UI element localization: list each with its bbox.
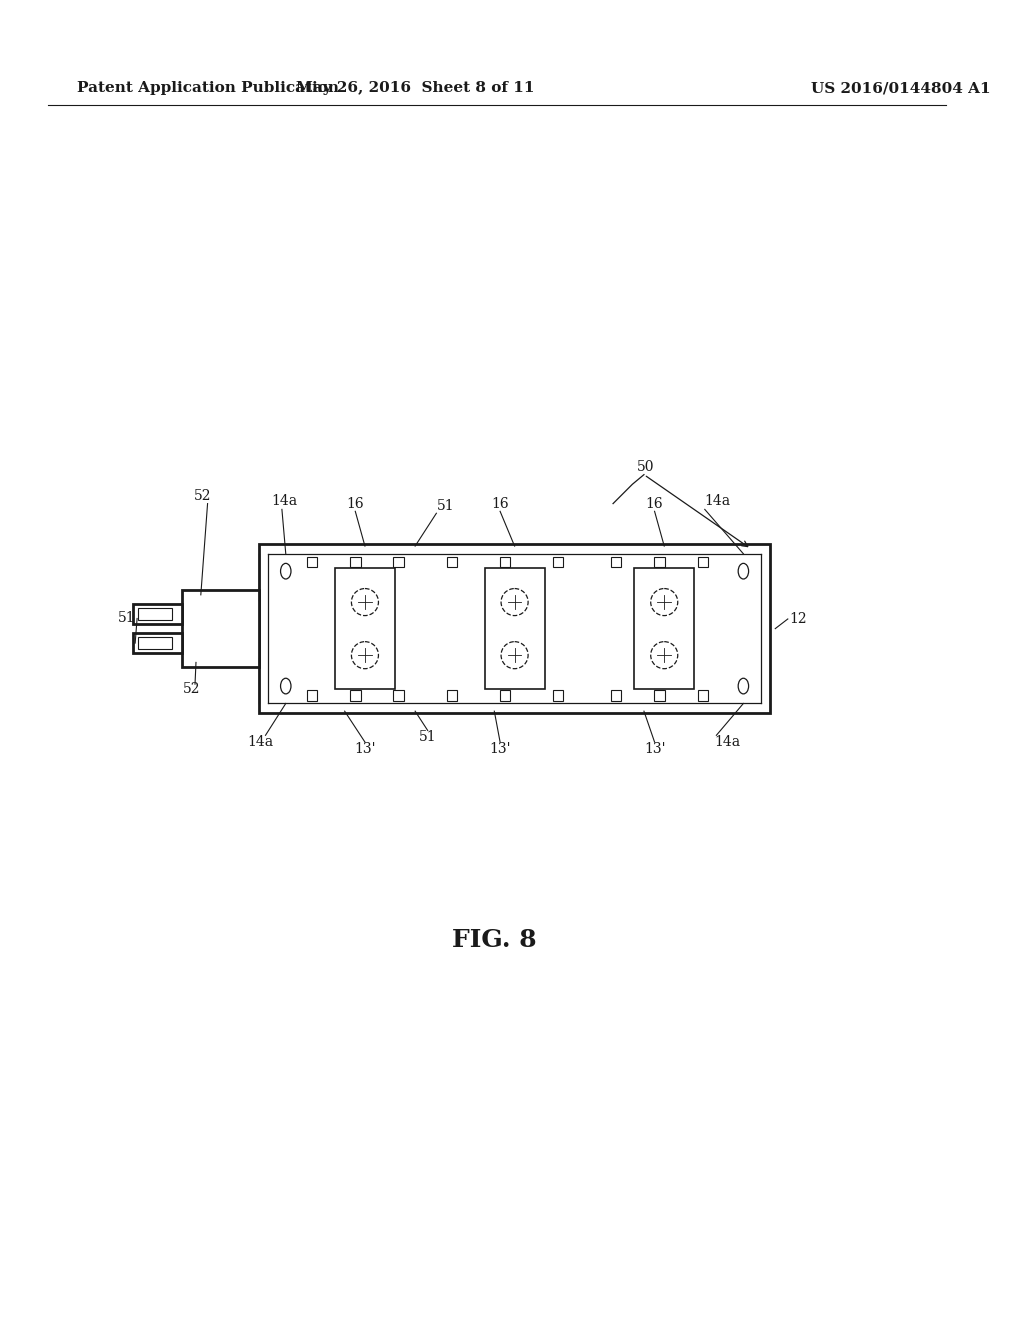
- Text: 52: 52: [182, 682, 200, 696]
- Text: May 26, 2016  Sheet 8 of 11: May 26, 2016 Sheet 8 of 11: [296, 82, 535, 95]
- Bar: [553, 557, 563, 568]
- Bar: [446, 557, 457, 568]
- Bar: [133, 634, 181, 653]
- Ellipse shape: [738, 678, 749, 694]
- Text: 16: 16: [646, 496, 664, 511]
- Text: 51: 51: [437, 499, 455, 512]
- Bar: [393, 690, 404, 701]
- Text: US 2016/0144804 A1: US 2016/0144804 A1: [811, 82, 990, 95]
- Bar: [335, 569, 395, 689]
- Ellipse shape: [281, 678, 291, 694]
- Bar: [610, 690, 622, 701]
- Bar: [500, 557, 510, 568]
- Text: 50: 50: [637, 459, 654, 474]
- Ellipse shape: [281, 564, 291, 579]
- Text: 14a: 14a: [715, 735, 740, 748]
- Bar: [181, 590, 259, 667]
- Text: Patent Application Publication: Patent Application Publication: [77, 82, 339, 95]
- Bar: [393, 557, 404, 568]
- Bar: [610, 557, 622, 568]
- Text: 14a: 14a: [705, 494, 731, 508]
- Bar: [138, 609, 172, 620]
- Bar: [133, 605, 181, 624]
- Text: 13': 13': [489, 742, 511, 756]
- Text: 51: 51: [118, 611, 135, 626]
- Text: 13': 13': [644, 742, 666, 756]
- Text: 16: 16: [492, 496, 509, 511]
- Text: 13': 13': [354, 742, 376, 756]
- Bar: [500, 690, 510, 701]
- Bar: [350, 557, 360, 568]
- Bar: [446, 690, 457, 701]
- Bar: [634, 569, 694, 689]
- Bar: [306, 690, 317, 701]
- Text: 51: 51: [419, 730, 436, 744]
- Text: 52: 52: [194, 488, 212, 503]
- Bar: [306, 557, 317, 568]
- Text: FIG. 8: FIG. 8: [452, 928, 537, 952]
- Text: 16: 16: [346, 496, 365, 511]
- Text: 14a: 14a: [248, 735, 273, 748]
- Bar: [654, 690, 665, 701]
- Ellipse shape: [738, 564, 749, 579]
- Text: 12: 12: [790, 612, 807, 626]
- Bar: [138, 638, 172, 649]
- Bar: [259, 544, 770, 713]
- Bar: [553, 690, 563, 701]
- Bar: [484, 569, 545, 689]
- Bar: [654, 557, 665, 568]
- Bar: [350, 690, 360, 701]
- Text: 14a: 14a: [271, 494, 298, 508]
- Bar: [697, 690, 709, 701]
- Bar: [697, 557, 709, 568]
